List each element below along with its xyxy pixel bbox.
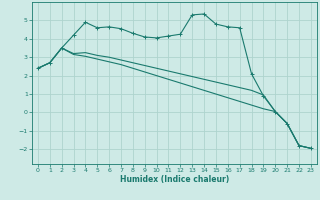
X-axis label: Humidex (Indice chaleur): Humidex (Indice chaleur) <box>120 175 229 184</box>
